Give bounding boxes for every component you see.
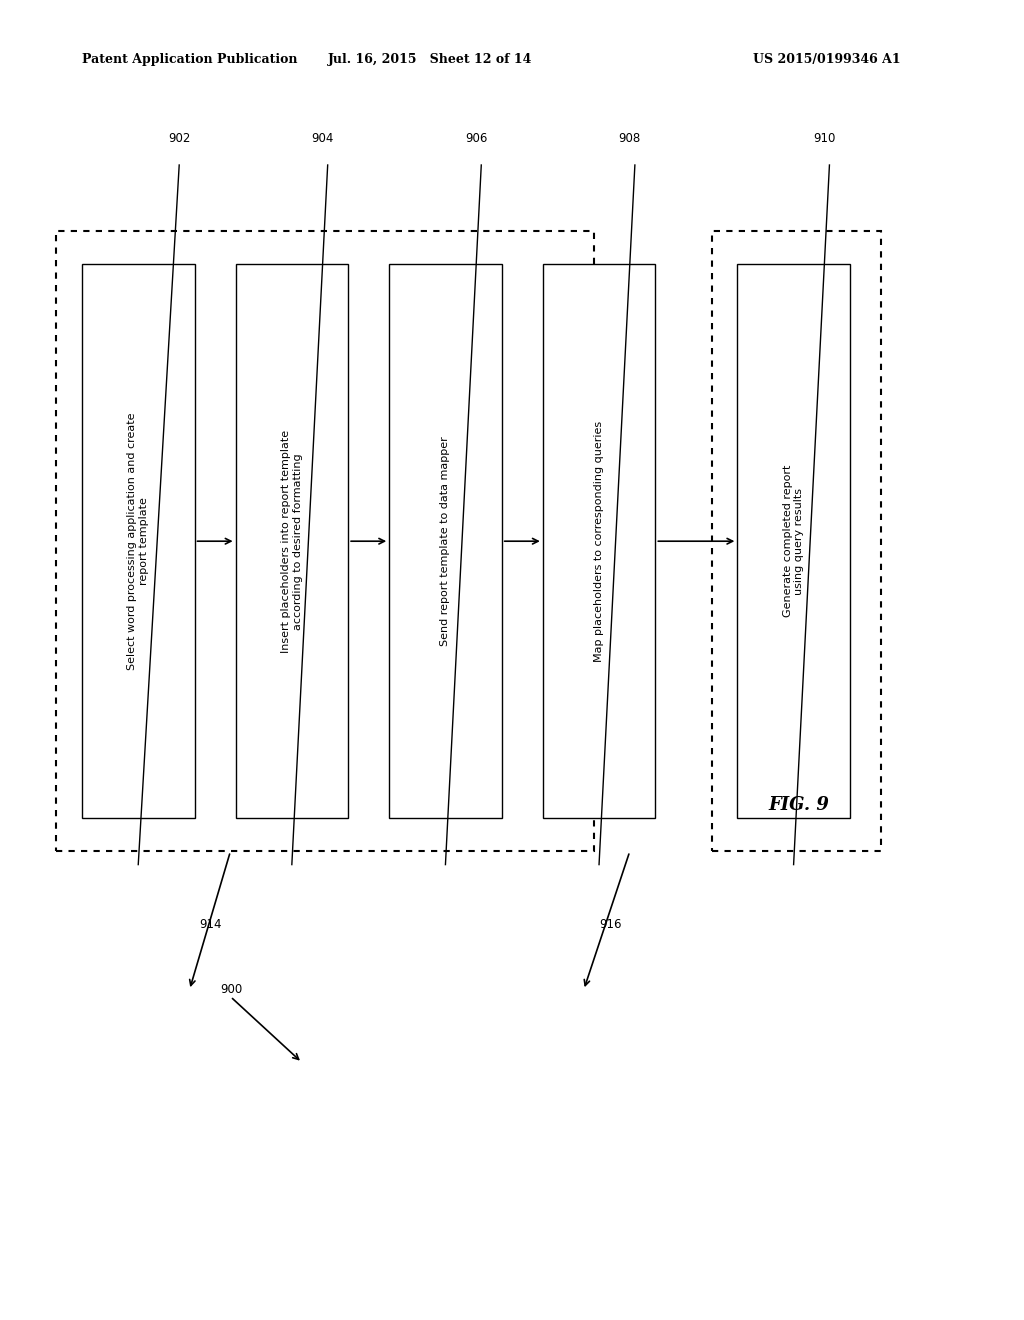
Text: 906: 906 xyxy=(465,132,487,145)
FancyBboxPatch shape xyxy=(389,264,502,818)
Text: 900: 900 xyxy=(220,983,243,997)
FancyBboxPatch shape xyxy=(82,264,195,818)
Text: Send report template to data mapper: Send report template to data mapper xyxy=(440,437,451,645)
Text: Jul. 16, 2015   Sheet 12 of 14: Jul. 16, 2015 Sheet 12 of 14 xyxy=(328,53,532,66)
FancyBboxPatch shape xyxy=(236,264,348,818)
Text: 910: 910 xyxy=(813,132,836,145)
Text: 914: 914 xyxy=(200,917,222,931)
Text: 904: 904 xyxy=(311,132,334,145)
Text: Map placeholders to corresponding queries: Map placeholders to corresponding querie… xyxy=(594,421,604,661)
Text: Select word processing application and create
report template: Select word processing application and c… xyxy=(127,412,150,671)
Text: 902: 902 xyxy=(168,132,190,145)
Text: 916: 916 xyxy=(599,917,622,931)
FancyBboxPatch shape xyxy=(56,231,594,851)
FancyBboxPatch shape xyxy=(712,231,881,851)
Text: 908: 908 xyxy=(618,132,641,145)
Text: Patent Application Publication: Patent Application Publication xyxy=(82,53,297,66)
Text: Generate completed report
using query results: Generate completed report using query re… xyxy=(782,465,805,618)
Text: FIG. 9: FIG. 9 xyxy=(768,796,829,814)
FancyBboxPatch shape xyxy=(737,264,850,818)
Text: Insert placeholders into report template
according to desired formatting: Insert placeholders into report template… xyxy=(281,429,303,653)
Text: US 2015/0199346 A1: US 2015/0199346 A1 xyxy=(754,53,901,66)
FancyBboxPatch shape xyxy=(543,264,655,818)
